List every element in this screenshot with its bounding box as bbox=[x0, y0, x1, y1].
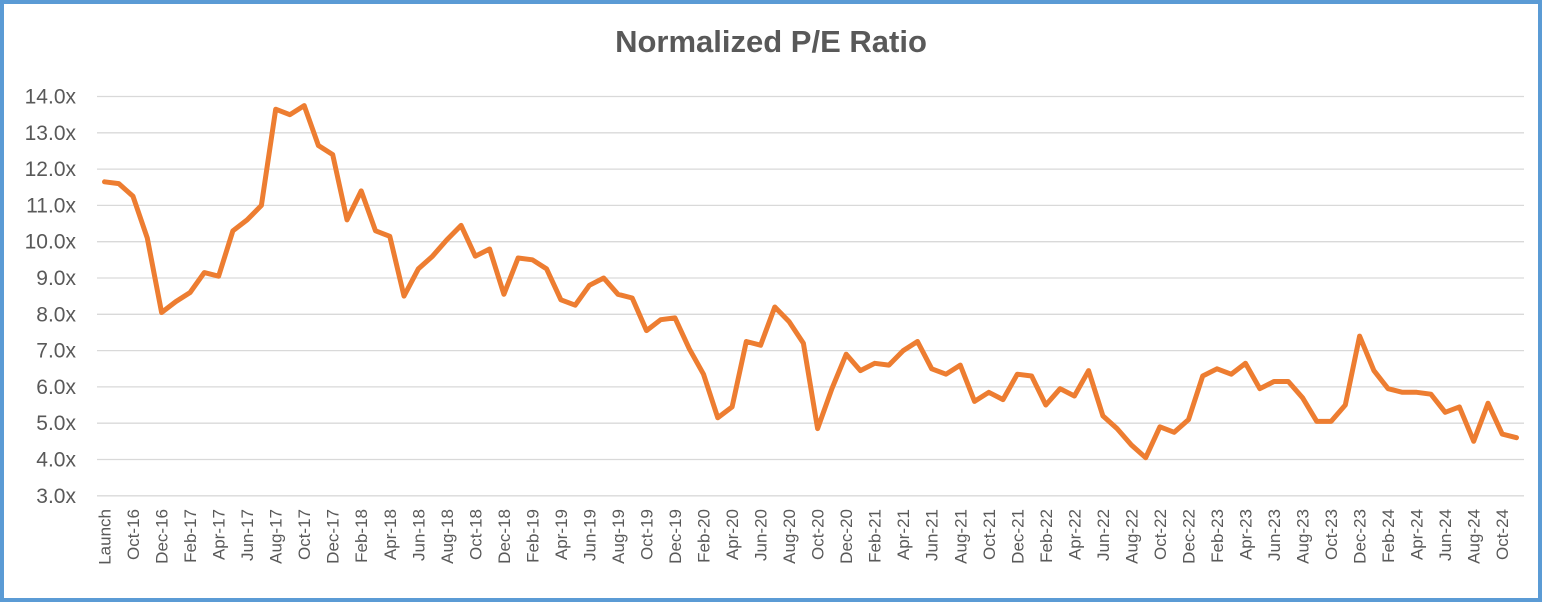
x-tick-label: Oct-17 bbox=[295, 509, 314, 560]
x-tick-label: Dec-17 bbox=[324, 509, 343, 564]
x-tick-label: Oct-24 bbox=[1493, 509, 1512, 560]
x-tick-label: Jun-23 bbox=[1265, 509, 1284, 561]
x-tick-label: Aug-24 bbox=[1465, 509, 1484, 564]
x-tick-label: Oct-19 bbox=[637, 509, 656, 560]
x-tick-label: Feb-23 bbox=[1208, 509, 1227, 563]
x-tick-label: Apr-20 bbox=[723, 509, 742, 560]
x-tick-label: Apr-17 bbox=[210, 509, 229, 560]
x-tick-label: Oct-16 bbox=[124, 509, 143, 560]
x-tick-label: Dec-22 bbox=[1179, 509, 1198, 564]
y-tick-label: 12.0x bbox=[25, 158, 77, 181]
y-tick-label: 3.0x bbox=[36, 485, 76, 508]
pe-ratio-line bbox=[102, 103, 1519, 461]
x-tick-label: Oct-18 bbox=[466, 509, 485, 560]
y-tick-label: 4.0x bbox=[36, 449, 76, 472]
x-tick-label: Feb-20 bbox=[695, 509, 714, 563]
y-tick-label: 8.0x bbox=[36, 303, 76, 326]
y-tick-label: 13.0x bbox=[25, 122, 77, 145]
x-tick-label: Aug-19 bbox=[609, 509, 628, 564]
x-tick-label: Oct-20 bbox=[809, 509, 828, 560]
y-tick-label: 10.0x bbox=[25, 231, 77, 254]
chart-title: Normalized P/E Ratio bbox=[615, 24, 927, 59]
y-tick-label: 11.0x bbox=[26, 194, 76, 217]
x-tick-label: Apr-19 bbox=[552, 509, 571, 560]
x-tick-label: Apr-18 bbox=[381, 509, 400, 560]
x-tick-label: Oct-23 bbox=[1322, 509, 1341, 560]
x-tick-label: Aug-23 bbox=[1294, 509, 1313, 564]
x-tick-label: Apr-24 bbox=[1408, 509, 1427, 560]
x-tick-label: Apr-21 bbox=[894, 509, 913, 560]
x-tick-label: Feb-22 bbox=[1037, 509, 1056, 563]
x-tick-label: Oct-22 bbox=[1151, 509, 1170, 560]
x-tick-label: Feb-18 bbox=[352, 509, 371, 563]
x-tick-label: Aug-21 bbox=[951, 509, 970, 564]
x-tick-label: Feb-24 bbox=[1379, 509, 1398, 563]
x-tick-label: Dec-16 bbox=[153, 509, 172, 564]
x-tick-label: Jun-18 bbox=[409, 509, 428, 561]
x-tick-label: Feb-21 bbox=[866, 509, 885, 563]
x-tick-label: Jun-21 bbox=[923, 509, 942, 561]
x-tick-label: Apr-23 bbox=[1237, 509, 1256, 560]
x-tick-label: Dec-18 bbox=[495, 509, 514, 564]
x-tick-label: Apr-22 bbox=[1065, 509, 1084, 560]
x-tick-label: Dec-19 bbox=[666, 509, 685, 564]
x-tick-label: Launch bbox=[96, 509, 115, 565]
y-tick-label: 7.0x bbox=[36, 340, 76, 363]
x-tick-label: Jun-17 bbox=[238, 509, 257, 561]
y-tick-label: 5.0x bbox=[36, 412, 76, 435]
y-tick-label: 9.0x bbox=[36, 267, 76, 290]
x-tick-label: Aug-20 bbox=[780, 509, 799, 564]
x-tick-label: Jun-20 bbox=[752, 509, 771, 561]
x-tick-label: Feb-17 bbox=[181, 509, 200, 563]
x-tick-label: Dec-20 bbox=[837, 509, 856, 564]
x-tick-label: Aug-22 bbox=[1122, 509, 1141, 564]
x-tick-label: Dec-23 bbox=[1351, 509, 1370, 564]
x-tick-label: Jun-19 bbox=[580, 509, 599, 561]
y-tick-label: 14.0x bbox=[25, 86, 77, 109]
x-tick-label: Feb-19 bbox=[523, 509, 542, 563]
y-tick-label: 6.0x bbox=[36, 376, 76, 399]
x-tick-label: Aug-18 bbox=[438, 509, 457, 564]
chart-canvas: 14.0x 13.0x 12.0x 11.0x 10.0x 9.0x 8.0x 7.0x 6.0… bbox=[25, 86, 1524, 565]
x-tick-label: Oct-21 bbox=[980, 509, 999, 560]
x-tick-label: Jun-22 bbox=[1094, 509, 1113, 561]
x-tick-label: Dec-21 bbox=[1008, 509, 1027, 564]
x-tick-label: Jun-24 bbox=[1436, 509, 1455, 561]
x-tick-label: Aug-17 bbox=[267, 509, 286, 564]
